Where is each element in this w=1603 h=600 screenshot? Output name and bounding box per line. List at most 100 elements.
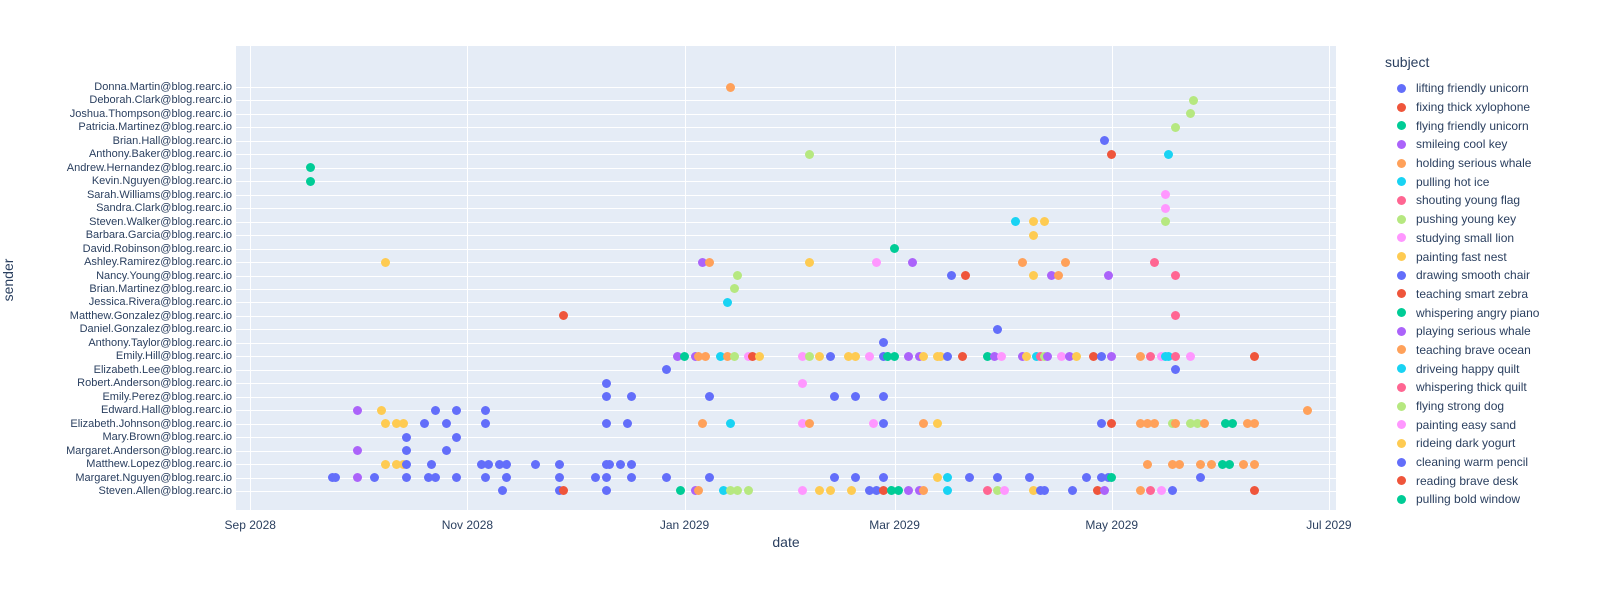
- scatter-point: [704, 473, 714, 482]
- scatter-point: [352, 405, 362, 415]
- legend-item-label: cleaning warm pencil: [1416, 455, 1529, 470]
- legend-item[interactable]: drawing smooth chair: [1385, 266, 1539, 285]
- scatter-point: [1068, 486, 1078, 496]
- scatter-point: [1089, 351, 1099, 361]
- x-tick-label: Nov 2028: [441, 518, 494, 532]
- scatter-point: [1096, 419, 1106, 429]
- scatter-point: [1039, 217, 1049, 227]
- scatter-point: [601, 486, 611, 496]
- scatter-point: [502, 473, 512, 482]
- scatter-point: [1100, 486, 1110, 496]
- y-gridline: [236, 262, 1336, 264]
- scatter-point: [850, 473, 860, 482]
- legend-swatch-icon: [1397, 83, 1406, 93]
- scatter-point: [865, 486, 875, 496]
- y-tick-sender: Sandra.Clark@blog.rearc.io: [96, 202, 232, 215]
- scatter-point: [1057, 351, 1067, 361]
- legend-item[interactable]: playing serious whale: [1385, 322, 1539, 341]
- legend-item[interactable]: whispering thick quilt: [1385, 378, 1539, 397]
- legend-item[interactable]: pulling bold window: [1385, 490, 1539, 509]
- legend-item[interactable]: pulling hot ice: [1385, 172, 1539, 191]
- legend: subject lifting friendly unicorn fixing t…: [1385, 54, 1539, 509]
- legend-item[interactable]: flying friendly unicorn: [1385, 116, 1539, 135]
- scatter-point: [1157, 486, 1167, 496]
- legend-item[interactable]: driveing happy quilt: [1385, 359, 1539, 378]
- scatter-point: [1100, 136, 1110, 146]
- scatter-point: [391, 459, 401, 469]
- scatter-point: [879, 473, 889, 482]
- scatter-point: [1135, 486, 1145, 496]
- scatter-point: [1242, 419, 1252, 429]
- legend-swatch-icon: [1397, 308, 1406, 318]
- scatter-point: [804, 419, 814, 429]
- legend-item-label: pushing young key: [1416, 212, 1517, 227]
- y-gridline: [236, 181, 1336, 183]
- legend-item[interactable]: fixing thick xylophone: [1385, 98, 1539, 117]
- legend-title: subject: [1385, 54, 1430, 70]
- legend-item[interactable]: smileing cool key: [1385, 135, 1539, 154]
- scatter-point: [719, 486, 729, 496]
- scatter-point: [423, 473, 433, 482]
- scatter-point: [480, 419, 490, 429]
- scatter-point: [1185, 419, 1195, 429]
- scatter-point: [420, 419, 430, 429]
- legend-item[interactable]: painting easy sand: [1385, 415, 1539, 434]
- scatter-point: [882, 351, 892, 361]
- scatter-point: [452, 405, 462, 415]
- legend-item[interactable]: studying small lion: [1385, 229, 1539, 248]
- scatter-point: [918, 419, 928, 429]
- scatter-point: [850, 392, 860, 402]
- legend-item-label: pulling bold window: [1416, 492, 1521, 507]
- scatter-point: [815, 351, 825, 361]
- legend-item-label: teaching brave ocean: [1416, 342, 1531, 357]
- legend-item[interactable]: teaching smart zebra: [1385, 285, 1539, 304]
- legend-item[interactable]: pushing young key: [1385, 210, 1539, 229]
- scatter-point: [494, 459, 504, 469]
- scatter-point: [484, 459, 494, 469]
- scatter-point: [1082, 473, 1092, 482]
- scatter-point: [1189, 95, 1199, 105]
- scatter-point: [391, 419, 401, 429]
- y-tick-sender: Brian.Martinez@blog.rearc.io: [89, 282, 232, 295]
- y-tick-sender: Brian.Hall@blog.rearc.io: [112, 134, 232, 147]
- legend-swatch-icon: [1397, 494, 1406, 504]
- legend-item[interactable]: painting fast nest: [1385, 247, 1539, 266]
- legend-item-label: lifting friendly unicorn: [1416, 81, 1529, 96]
- scatter-point: [993, 486, 1003, 496]
- legend-item[interactable]: lifting friendly unicorn: [1385, 79, 1539, 98]
- scatter-point: [480, 405, 490, 415]
- scatter-point: [1160, 203, 1170, 213]
- legend-swatch-icon: [1397, 121, 1406, 131]
- scatter-point: [402, 432, 412, 442]
- scatter-point: [1103, 271, 1113, 281]
- y-gridline: [236, 315, 1336, 317]
- legend-item-label: holding serious whale: [1416, 156, 1532, 171]
- y-gridline: [236, 127, 1336, 129]
- scatter-point: [672, 351, 682, 361]
- legend-item[interactable]: holding serious whale: [1385, 154, 1539, 173]
- legend-item[interactable]: shouting young flag: [1385, 191, 1539, 210]
- y-tick-sender: Robert.Anderson@blog.rearc.io: [77, 377, 232, 390]
- scatter-point: [1249, 351, 1259, 361]
- legend-item[interactable]: cleaning warm pencil: [1385, 453, 1539, 472]
- scatter-point: [1171, 419, 1181, 429]
- scatter-point: [352, 446, 362, 456]
- legend-item-label: shouting young flag: [1416, 193, 1521, 208]
- scatter-point: [1021, 351, 1031, 361]
- legend-swatch-icon: [1397, 438, 1406, 448]
- scatter-point: [804, 257, 814, 267]
- y-tick-sender: Emily.Hill@blog.rearc.io: [115, 350, 232, 363]
- scatter-point: [904, 486, 914, 496]
- scatter-point: [1039, 486, 1049, 496]
- x-gridline: [250, 46, 252, 510]
- scatter-point: [441, 446, 451, 456]
- scatter-point: [1167, 459, 1177, 469]
- legend-item[interactable]: teaching brave ocean: [1385, 341, 1539, 360]
- scatter-point: [1238, 459, 1248, 469]
- legend-item[interactable]: reading brave desk: [1385, 471, 1539, 490]
- legend-item[interactable]: whispering angry piano: [1385, 303, 1539, 322]
- legend-item[interactable]: rideing dark yogurt: [1385, 434, 1539, 453]
- legend-item[interactable]: flying strong dog: [1385, 397, 1539, 416]
- scatter-point: [381, 257, 390, 267]
- scatter-point: [352, 473, 362, 482]
